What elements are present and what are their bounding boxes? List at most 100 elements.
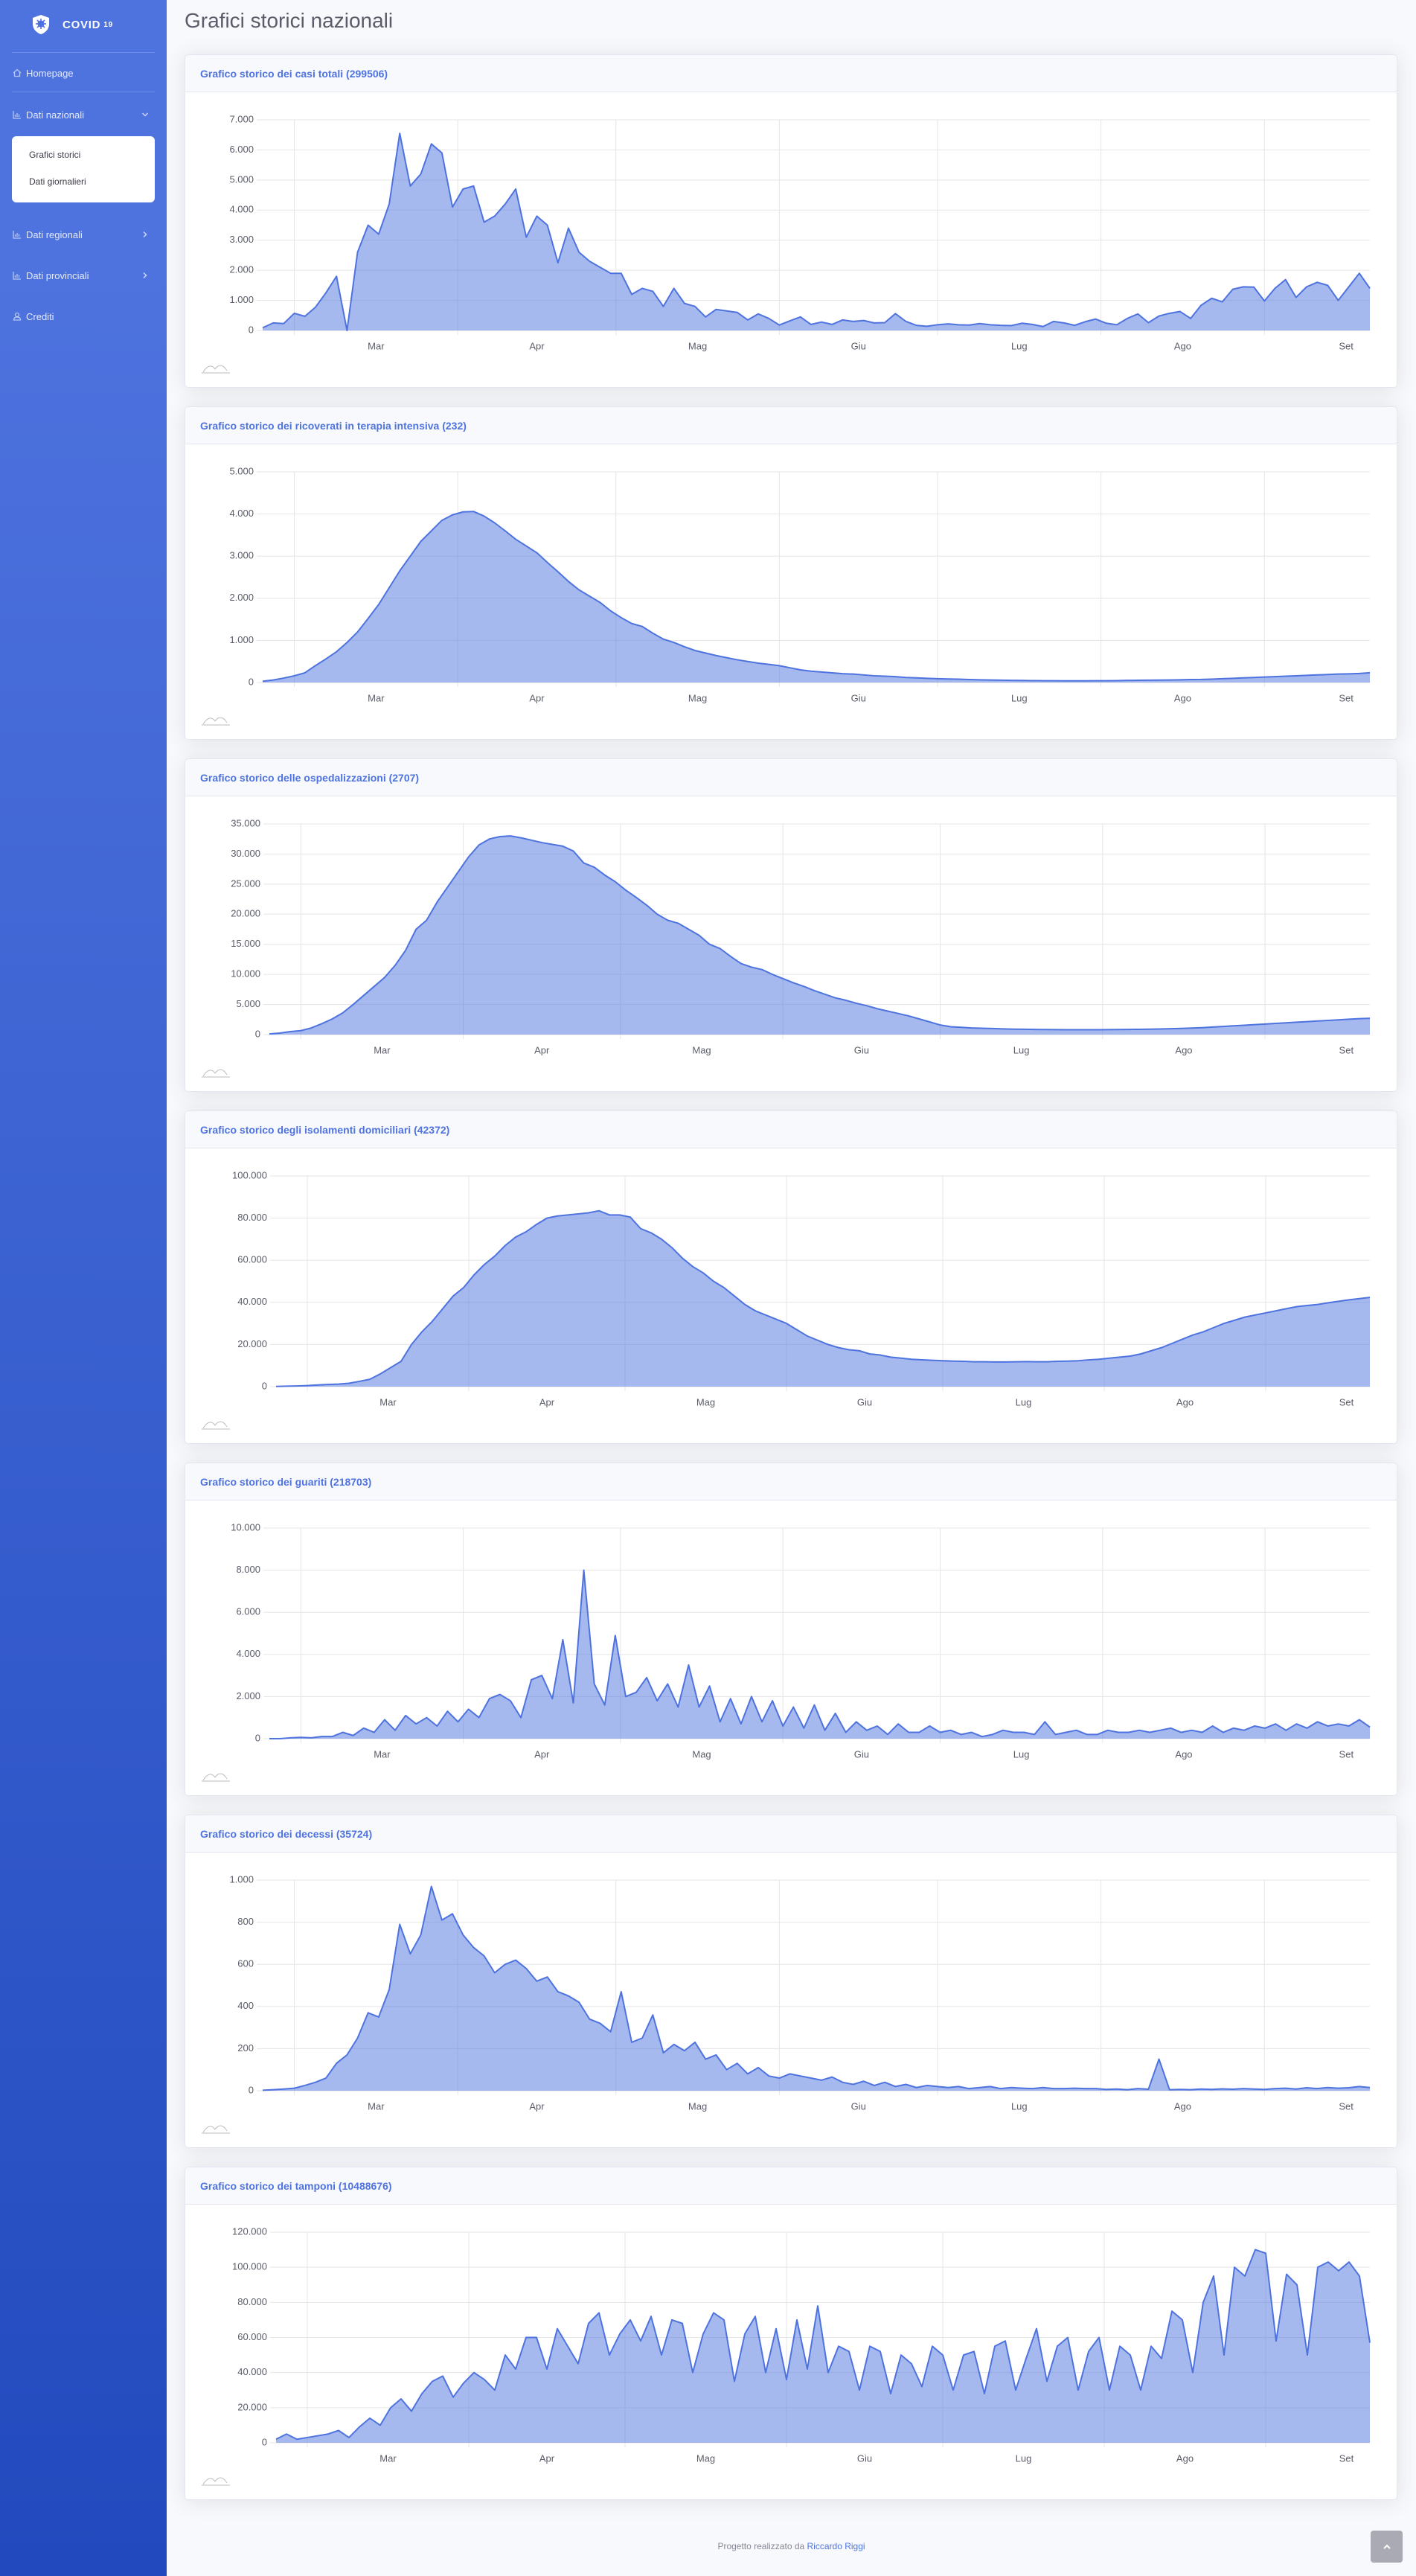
icon — [13, 272, 21, 280]
scroll-top-button[interactable] — [1371, 2531, 1403, 2563]
y-tick-label: 25.000 — [231, 878, 260, 889]
chart-title: Grafico storico dei decessi (35724) — [185, 1815, 1397, 1853]
nav-item[interactable]: Crediti — [0, 303, 167, 330]
y-tick-label: 40.000 — [237, 1296, 267, 1307]
nav-label: Homepage — [26, 67, 74, 79]
nav-label: Crediti — [26, 310, 54, 322]
x-tick-label: Mar — [368, 2100, 385, 2112]
chart-title: Grafico storico dei tamponi (10488676) — [185, 2167, 1397, 2205]
chart-title: Grafico storico delle ospedalizzazioni (… — [185, 759, 1397, 796]
y-tick-label: 1.000 — [229, 294, 254, 305]
y-tick-label: 10.000 — [231, 968, 260, 979]
y-tick-label: 20.000 — [237, 2401, 267, 2412]
x-tick-label: Ago — [1175, 1748, 1192, 1760]
chart-title: Grafico storico dei ricoverati in terapi… — [185, 407, 1397, 444]
chart-title: Grafico storico dei guariti (218703) — [185, 1463, 1397, 1500]
x-tick-label: Lug — [1013, 1044, 1030, 1055]
x-tick-label: Giu — [854, 1748, 869, 1760]
y-tick-label: 120.000 — [232, 2225, 267, 2237]
area — [263, 133, 1370, 330]
chart-icon — [202, 2477, 230, 2486]
footer: Progetto realizzato da Riccardo Riggi — [167, 2541, 1416, 2551]
nav-item[interactable]: Dati provinciali — [0, 262, 167, 289]
y-tick-label: 3.000 — [229, 234, 254, 245]
y-tick-label: 6.000 — [236, 1606, 260, 1617]
x-tick-label: Lug — [1011, 2100, 1028, 2112]
y-tick-label: 80.000 — [237, 2296, 267, 2307]
nav-item[interactable]: Homepage — [0, 60, 167, 86]
line — [275, 2249, 1371, 2441]
y-tick-label: 1.000 — [229, 634, 254, 645]
y-tick-label: 5.000 — [229, 173, 254, 185]
chart-icon — [202, 2125, 230, 2134]
x-tick-label: Set — [1339, 2452, 1354, 2464]
chart-card: Grafico storico dei decessi (35724) 0 200 4… — [185, 1815, 1397, 2148]
y-tick-label: 400 — [237, 2000, 254, 2011]
chart: 0 20.000 40.000 60.000 80.000 100.000 120.000 M… — [202, 2225, 1371, 2486]
chevron-down — [141, 112, 149, 117]
y-tick-label: 0 — [262, 1380, 267, 1391]
x-tick-label: Giu — [854, 1044, 869, 1055]
x-tick-label: Apr — [534, 1044, 550, 1055]
y-tick-label: 60.000 — [237, 2331, 267, 2342]
chart-card: Grafico storico dei casi totali (299506)… — [185, 54, 1397, 388]
x-tick-label: Mag — [688, 2100, 707, 2112]
y-tick-label: 5.000 — [229, 465, 254, 476]
x-tick-label: Mag — [696, 2452, 715, 2464]
nav-item[interactable]: Dati regionali — [0, 221, 167, 248]
area — [269, 1570, 1370, 1739]
x-tick-label: Apr — [539, 1396, 555, 1407]
x-tick-label: Ago — [1174, 2100, 1191, 2112]
x-tick-label: Ago — [1174, 692, 1191, 703]
submenu-item[interactable]: Dati giornalieri — [29, 176, 86, 187]
y-tick-label: 4.000 — [229, 204, 254, 215]
y-tick-label: 20.000 — [231, 908, 260, 919]
chart-card: Grafico storico delle ospedalizzazioni (… — [185, 758, 1397, 1092]
chart-title: Grafico storico dei casi totali (299506) — [185, 55, 1397, 92]
chart-icon — [202, 1421, 230, 1430]
chart: 0 200 400 600 800 1.000 Mar Apr Mag Giu Lug Ago Set — [202, 1873, 1371, 2134]
y-tick-label: 0 — [255, 1028, 260, 1039]
x-tick-label: Mar — [379, 2452, 397, 2464]
area — [263, 511, 1370, 683]
area — [269, 836, 1370, 1035]
area — [263, 1886, 1370, 2091]
x-tick-label: Mar — [374, 1748, 391, 1760]
icon — [13, 231, 21, 239]
y-tick-label: 2.000 — [229, 264, 254, 275]
y-tick-label: 800 — [237, 1916, 254, 1927]
brand[interactable]: COVID 19 — [30, 12, 113, 37]
x-tick-label: Apr — [534, 1748, 550, 1760]
y-tick-label: 10.000 — [231, 1521, 260, 1533]
y-tick-label: 100.000 — [232, 2261, 267, 2272]
chart-icon — [202, 1069, 230, 1078]
footer-text: Progetto realizzato da — [717, 2541, 805, 2551]
y-tick-label: 0 — [249, 324, 254, 335]
nav-item[interactable]: Dati nazionali — [0, 101, 167, 128]
chart: 0 1.000 2.000 3.000 4.000 5.000 6.000 7.000 Mar A… — [202, 113, 1371, 374]
x-tick-label: Set — [1339, 692, 1353, 703]
y-tick-label: 80.000 — [237, 1212, 267, 1223]
chart-icon — [202, 365, 230, 374]
brand-name: COVID — [63, 18, 101, 31]
y-tick-label: 30.000 — [231, 848, 260, 859]
y-tick-label: 0 — [249, 676, 254, 687]
y-tick-label: 0 — [255, 1732, 260, 1743]
x-tick-label: Apr — [539, 2452, 555, 2464]
chart: 0 20.000 40.000 60.000 80.000 100.000 Mar Apr Ma… — [202, 1169, 1371, 1430]
footer-link[interactable]: Riccardo Riggi — [807, 2541, 865, 2551]
chart: 0 1.000 2.000 3.000 4.000 5.000 Mar Apr Mag Giu Lu… — [202, 465, 1371, 726]
x-tick-label: Mar — [379, 1396, 397, 1407]
x-tick-label: Giu — [851, 692, 866, 703]
submenu-item[interactable]: Grafici storici — [29, 150, 81, 160]
x-tick-label: Ago — [1176, 2452, 1194, 2464]
chevron-right — [143, 231, 147, 238]
y-tick-label: 0 — [249, 2084, 254, 2095]
x-tick-label: Set — [1339, 1044, 1354, 1055]
nav-label: Dati nazionali — [26, 109, 85, 121]
x-tick-label: Lug — [1011, 692, 1028, 703]
y-tick-label: 6.000 — [229, 144, 254, 155]
x-tick-label: Mar — [368, 340, 385, 351]
chart-card: Grafico storico dei guariti (218703) 0 2.0… — [185, 1463, 1397, 1796]
x-tick-label: Lug — [1016, 1396, 1032, 1407]
